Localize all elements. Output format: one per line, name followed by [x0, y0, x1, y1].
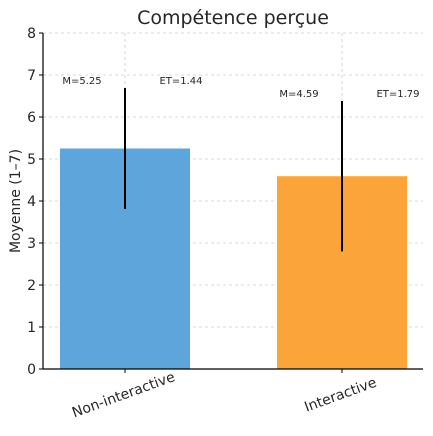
- sd-label: ET=1.44: [159, 76, 202, 87]
- bars: [60, 148, 407, 369]
- y-axis-label: Moyenne (1–7): [8, 149, 24, 253]
- y-tick-label: 3: [27, 236, 36, 252]
- y-tick-label: 5: [27, 152, 36, 168]
- y-tick-label: 7: [27, 68, 36, 84]
- x-tick-label: Interactive: [302, 375, 378, 416]
- y-tick-label: 8: [27, 26, 36, 42]
- y-tick-label: 1: [27, 320, 36, 336]
- y-ticks: 0 1 2 3 4 5 6 7 8: [27, 26, 43, 378]
- annotations: M=5.25 ET=1.44 M=4.59 ET=1.79: [62, 76, 419, 100]
- mean-label: M=4.59: [279, 89, 318, 100]
- error-bars: [124, 88, 343, 252]
- y-tick-label: 0: [27, 362, 36, 378]
- y-tick-label: 4: [27, 194, 36, 210]
- sd-label: ET=1.79: [376, 89, 419, 100]
- mean-label: M=5.25: [62, 76, 101, 87]
- y-tick-label: 2: [27, 278, 36, 294]
- chart-title: Compétence perçue: [137, 7, 329, 29]
- y-tick-label: 6: [27, 110, 36, 126]
- x-ticks: Non-interactive Interactive: [70, 369, 379, 421]
- x-tick-label: Non-interactive: [70, 369, 177, 421]
